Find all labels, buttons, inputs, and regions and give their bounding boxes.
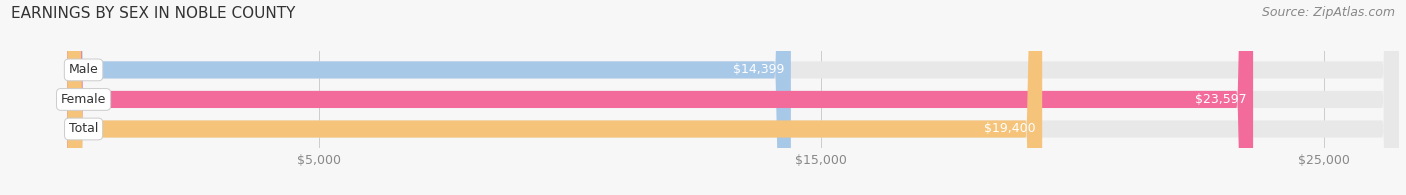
Text: Total: Total — [69, 122, 98, 136]
Text: Source: ZipAtlas.com: Source: ZipAtlas.com — [1261, 6, 1395, 19]
Text: EARNINGS BY SEX IN NOBLE COUNTY: EARNINGS BY SEX IN NOBLE COUNTY — [11, 6, 295, 21]
FancyBboxPatch shape — [67, 0, 792, 195]
FancyBboxPatch shape — [67, 0, 1253, 195]
Text: $23,597: $23,597 — [1195, 93, 1246, 106]
FancyBboxPatch shape — [67, 0, 1042, 195]
Text: $19,400: $19,400 — [984, 122, 1035, 136]
FancyBboxPatch shape — [67, 0, 1399, 195]
FancyBboxPatch shape — [67, 0, 1399, 195]
Text: Female: Female — [60, 93, 107, 106]
Text: $14,399: $14,399 — [733, 63, 785, 76]
Text: Male: Male — [69, 63, 98, 76]
FancyBboxPatch shape — [67, 0, 1399, 195]
